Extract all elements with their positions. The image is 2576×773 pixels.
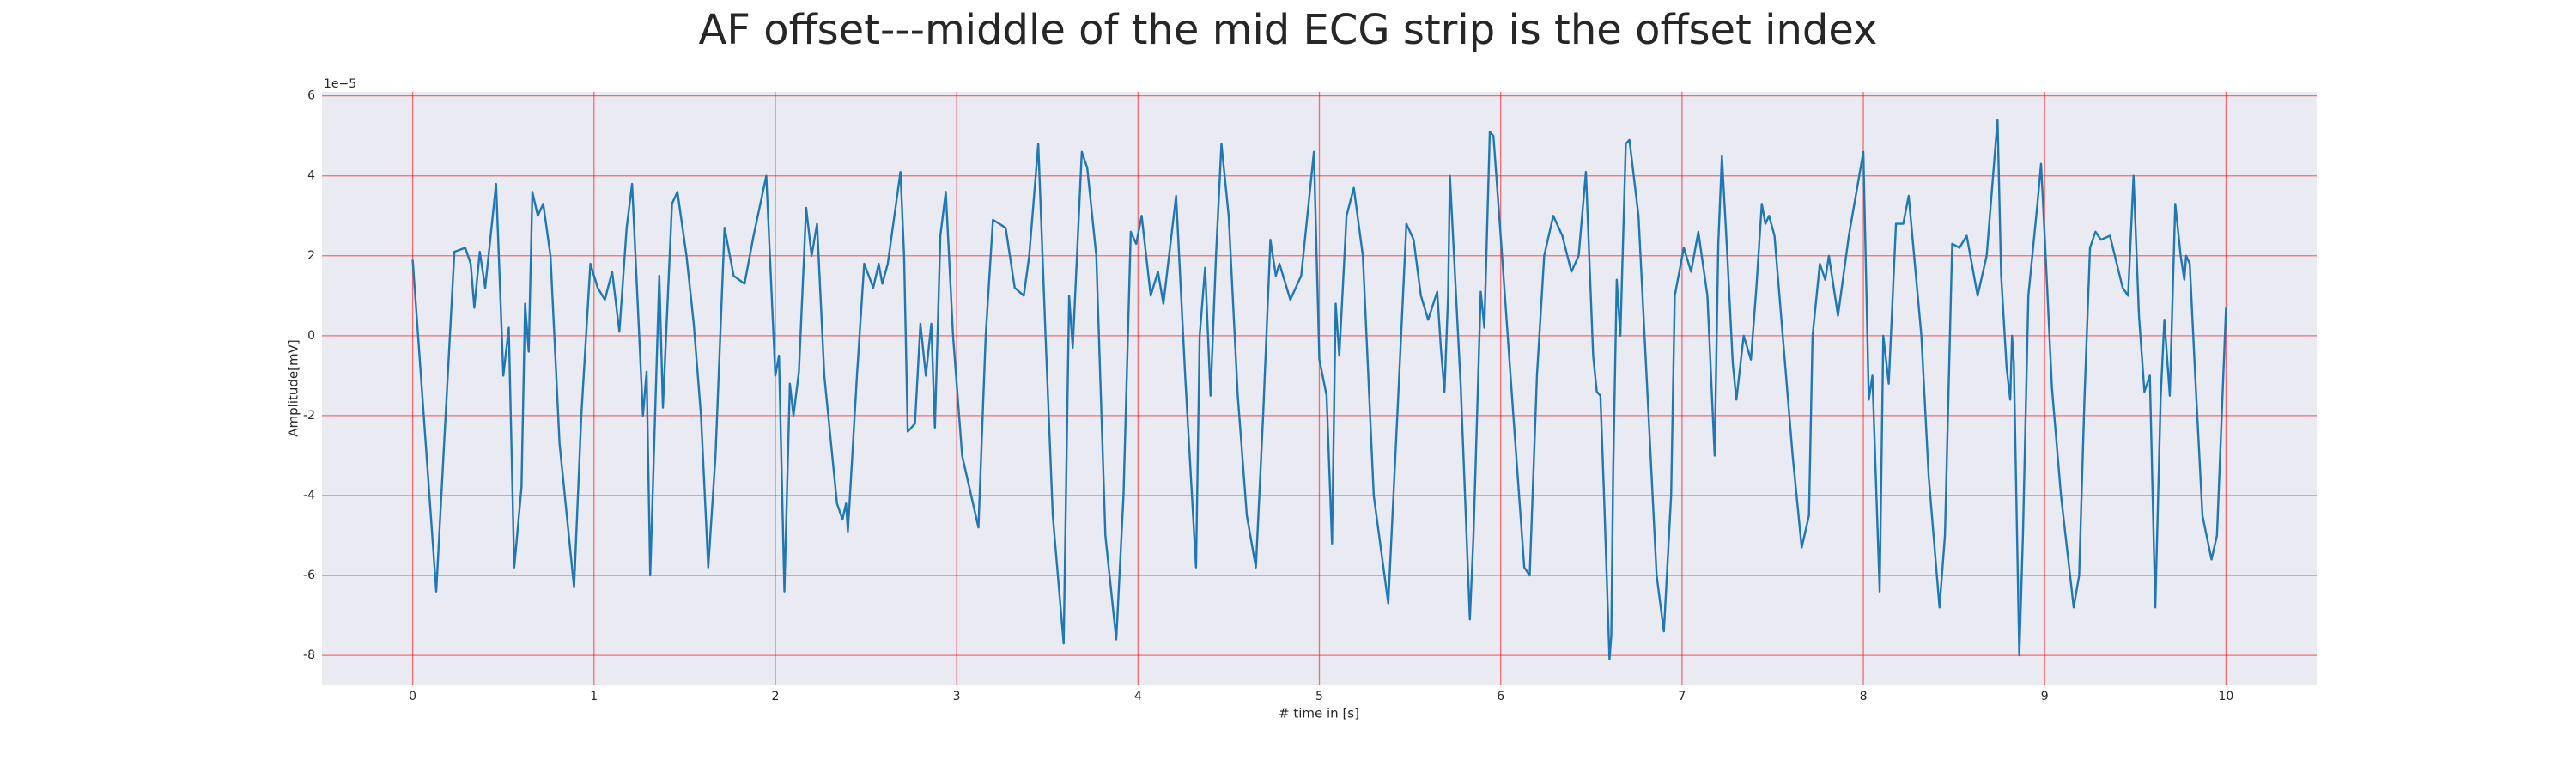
x-tick-label: 0 bbox=[409, 690, 416, 703]
x-tick-label: 10 bbox=[2218, 690, 2233, 703]
y-tick-label: -4 bbox=[303, 489, 315, 502]
y-tick-label: 6 bbox=[307, 89, 315, 103]
y-tick-label: -8 bbox=[303, 648, 315, 662]
x-tick-label: 6 bbox=[1497, 690, 1504, 703]
x-tick-label: 8 bbox=[1860, 690, 1868, 703]
x-axis-label: # time in [s] bbox=[1279, 706, 1359, 721]
ecg-line bbox=[411, 119, 2227, 660]
marks bbox=[411, 119, 2227, 660]
y-tick-label: -6 bbox=[303, 569, 315, 582]
x-tick-label: 5 bbox=[1315, 690, 1323, 703]
y-tick-label: 4 bbox=[307, 169, 315, 183]
y-tick-label: 0 bbox=[307, 329, 315, 343]
y-offset-label: 1e−5 bbox=[324, 77, 356, 91]
chart-title: AF offset---middle of the mid ECG strip … bbox=[699, 6, 1878, 54]
y-axis-label: Amplitude[mV] bbox=[286, 339, 301, 436]
x-tick-label: 1 bbox=[590, 690, 598, 703]
x-tick-label: 2 bbox=[771, 690, 779, 703]
x-tick-label: 7 bbox=[1678, 690, 1686, 703]
y-tick-label: 2 bbox=[307, 249, 315, 263]
x-tick-label: 9 bbox=[2041, 690, 2049, 703]
x-tick-label: 4 bbox=[1134, 690, 1142, 703]
x-tick-label: 3 bbox=[953, 690, 961, 703]
y-tick-label: -2 bbox=[303, 409, 315, 423]
